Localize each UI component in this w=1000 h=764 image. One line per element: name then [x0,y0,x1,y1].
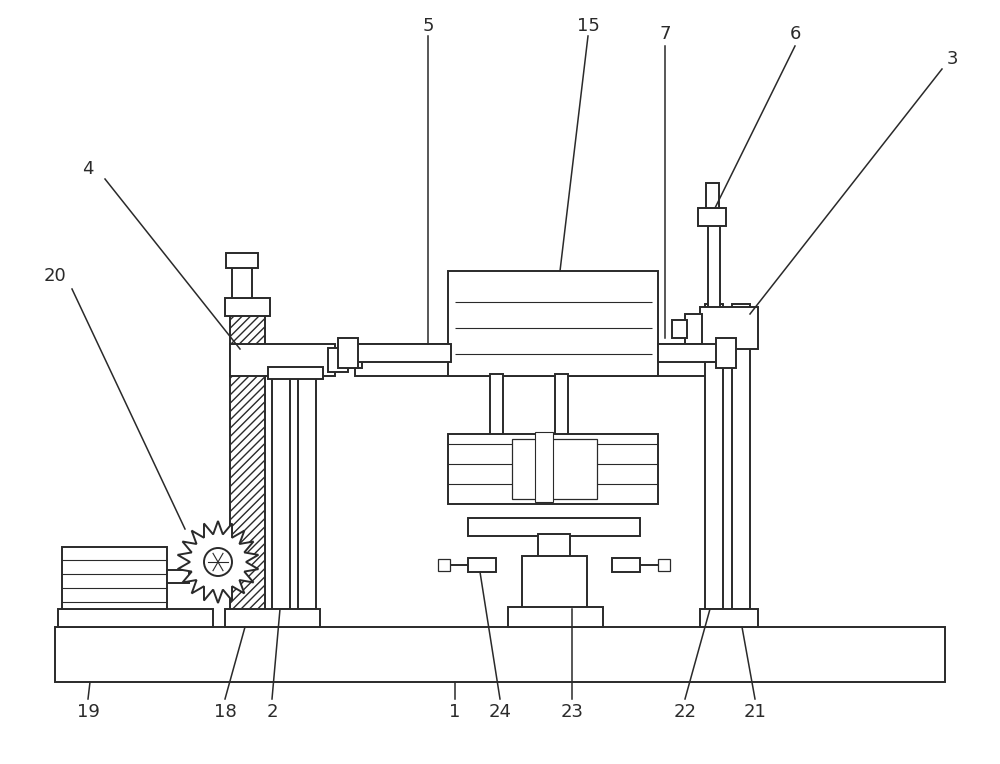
Bar [612,558,640,572]
Text: 20: 20 [44,267,66,285]
Bar [535,432,553,502]
Bar [272,374,290,609]
Text: 19: 19 [77,703,99,721]
Text: 2: 2 [266,703,278,721]
Text: 1: 1 [449,703,461,721]
Bar [658,344,718,362]
Text: 22: 22 [674,703,696,721]
Bar [230,312,265,627]
Text: 3: 3 [946,50,958,68]
Bar [355,344,710,376]
Bar [705,304,723,609]
Bar [225,609,320,627]
Bar [672,320,687,338]
Bar [438,559,450,571]
Bar [658,559,670,571]
Text: 4: 4 [82,160,94,178]
Text: 18: 18 [214,703,236,721]
Bar [555,374,568,436]
Text: 5: 5 [422,17,434,35]
Bar [226,253,258,268]
Bar [508,607,603,627]
Bar [55,627,945,682]
Text: 23: 23 [560,703,584,721]
Bar [298,374,316,609]
Bar [700,307,758,349]
Bar [685,314,702,344]
Polygon shape [178,521,258,603]
Bar [522,556,587,609]
Bar [268,367,323,379]
Bar [230,344,335,376]
Bar [468,518,640,536]
Bar [448,434,658,504]
Bar [346,352,362,368]
Bar [232,266,252,298]
Text: 24: 24 [488,703,512,721]
Bar [538,534,570,558]
Bar [167,570,189,583]
Text: 6: 6 [789,25,801,43]
Bar [698,208,726,226]
Bar [58,609,213,627]
Bar [512,439,597,499]
Bar [468,558,496,572]
Bar [700,609,758,627]
Bar [62,547,167,609]
Bar [448,271,658,376]
Circle shape [204,548,232,576]
Bar [338,338,358,368]
Bar [716,338,736,368]
Bar [225,298,270,316]
Bar [355,344,451,362]
Bar [706,183,719,208]
Bar [328,348,348,372]
Bar [732,304,750,609]
Text: 7: 7 [659,25,671,43]
Bar [708,224,720,309]
Bar [490,374,503,436]
Text: 21: 21 [744,703,766,721]
Text: 15: 15 [577,17,599,35]
